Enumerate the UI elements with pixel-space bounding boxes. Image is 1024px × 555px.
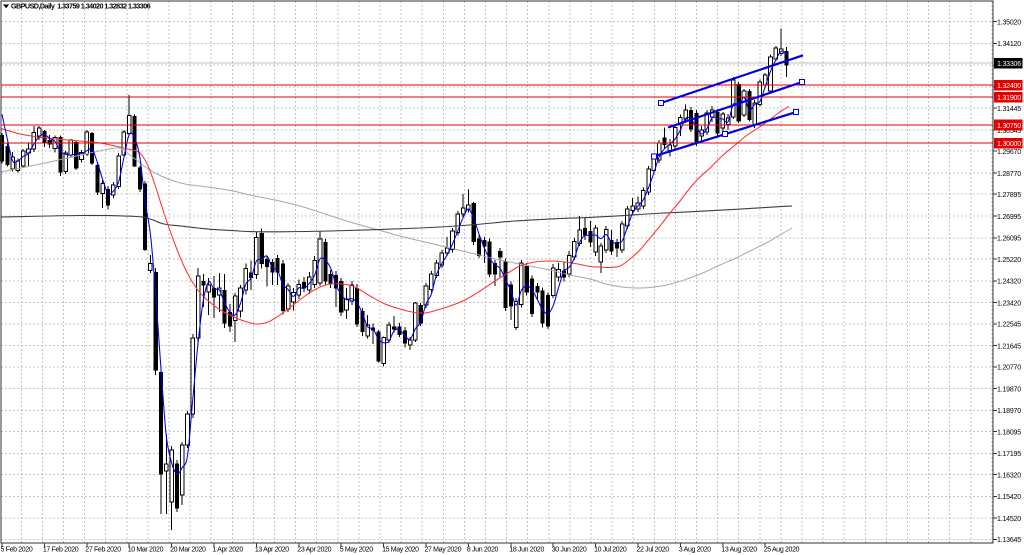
svg-text:3 Aug 2020: 3 Aug 2020	[679, 547, 711, 554]
svg-text:1.32400: 1.32400	[997, 83, 1021, 90]
svg-text:1.20770: 1.20770	[997, 365, 1021, 372]
svg-text:10 Jul 2020: 10 Jul 2020	[594, 547, 627, 554]
svg-text:1.17195: 1.17195	[997, 451, 1021, 458]
svg-text:8 Jun 2020: 8 Jun 2020	[467, 547, 499, 554]
svg-text:1.22545: 1.22545	[997, 322, 1021, 329]
svg-text:1.16320: 1.16320	[997, 472, 1021, 479]
svg-text:1.30750: 1.30750	[997, 123, 1021, 130]
svg-text:1.31445: 1.31445	[997, 106, 1021, 113]
svg-text:1.19870: 1.19870	[997, 386, 1021, 393]
svg-text:1.18970: 1.18970	[997, 408, 1021, 415]
svg-text:GBPUSD,Daily 1.33759 1.34020: GBPUSD,Daily 1.33759 1.34020 1.32832 1.3…	[11, 2, 151, 11]
svg-text:1.26095: 1.26095	[997, 236, 1021, 243]
svg-text:22 Jul 2020: 22 Jul 2020	[637, 547, 670, 554]
svg-text:17 Feb 2020: 17 Feb 2020	[43, 547, 79, 554]
svg-text:27 Feb 2020: 27 Feb 2020	[85, 547, 121, 554]
svg-text:1.24320: 1.24320	[997, 279, 1021, 286]
svg-text:23 Apr 2020: 23 Apr 2020	[297, 547, 331, 554]
svg-text:1.23420: 1.23420	[997, 300, 1021, 307]
svg-text:1.25220: 1.25220	[997, 257, 1021, 264]
svg-text:5 May 2020: 5 May 2020	[340, 547, 374, 554]
svg-text:1.26995: 1.26995	[997, 214, 1021, 221]
svg-text:25 Aug 2020: 25 Aug 2020	[764, 547, 800, 554]
svg-text:20 Mar 2020: 20 Mar 2020	[170, 547, 206, 554]
svg-text:1.18095: 1.18095	[997, 429, 1021, 436]
svg-text:1.15420: 1.15420	[997, 494, 1021, 501]
svg-text:1.29670: 1.29670	[997, 149, 1021, 156]
svg-text:30 Jun 2020: 30 Jun 2020	[552, 547, 587, 554]
svg-text:1.30000: 1.30000	[997, 141, 1021, 148]
svg-text:1 Apr 2020: 1 Apr 2020	[213, 547, 244, 554]
svg-text:27 May 2020: 27 May 2020	[425, 547, 462, 554]
svg-text:1.27895: 1.27895	[997, 192, 1021, 199]
svg-text:1.21645: 1.21645	[997, 343, 1021, 350]
svg-text:1.30545: 1.30545	[997, 128, 1021, 135]
svg-text:10 Mar 2020: 10 Mar 2020	[128, 547, 164, 554]
svg-text:13 Apr 2020: 13 Apr 2020	[255, 547, 289, 554]
svg-text:1.13645: 1.13645	[997, 537, 1021, 544]
svg-text:1.35020: 1.35020	[997, 19, 1021, 26]
svg-text:18 Jun 2020: 18 Jun 2020	[509, 547, 544, 554]
svg-text:1.31900: 1.31900	[997, 95, 1021, 102]
svg-text:1.33306: 1.33306	[997, 61, 1021, 68]
svg-text:1.34120: 1.34120	[997, 41, 1021, 48]
svg-text:1.14520: 1.14520	[997, 516, 1021, 523]
svg-text:15 May 2020: 15 May 2020	[382, 547, 419, 554]
svg-text:5 Feb 2020: 5 Feb 2020	[1, 547, 33, 554]
svg-text:1.28770: 1.28770	[997, 171, 1021, 178]
svg-text:13 Aug 2020: 13 Aug 2020	[721, 547, 757, 554]
